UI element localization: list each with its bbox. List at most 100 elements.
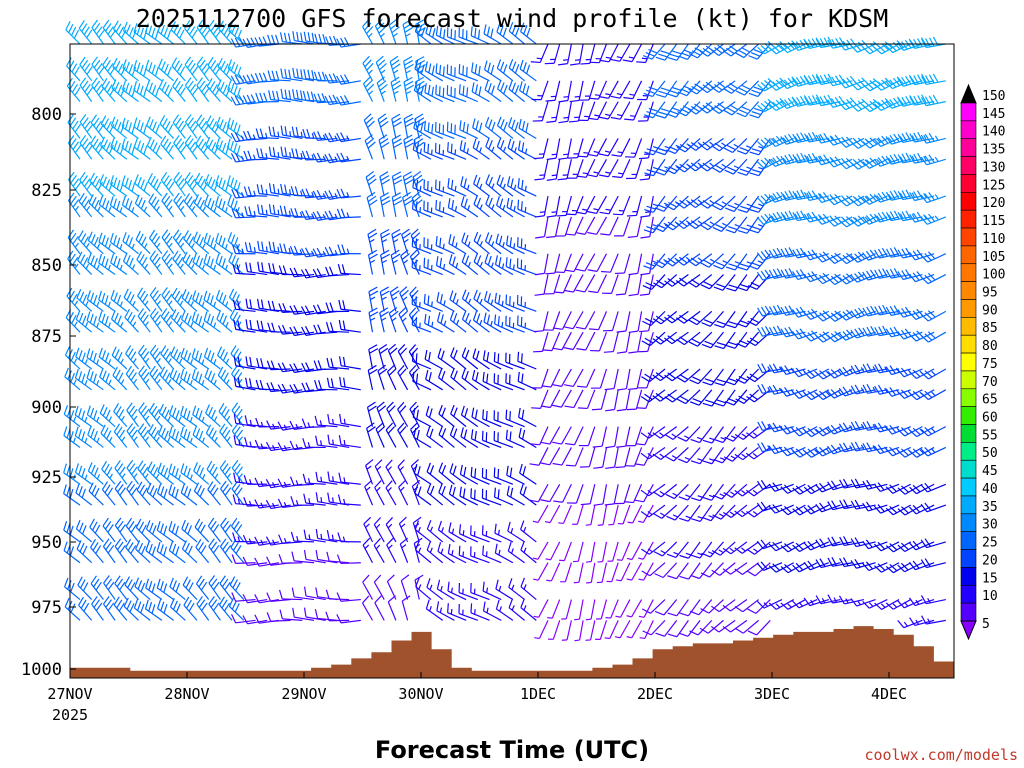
barb-feather (405, 142, 414, 149)
barb-feather (93, 467, 99, 477)
wind-barb (470, 466, 490, 485)
barb-feather (72, 256, 79, 266)
barb-half-feather (593, 208, 599, 211)
wind-barb (483, 24, 502, 45)
barb-feather (580, 62, 590, 65)
barb-feather (207, 176, 213, 186)
barb-shaft (168, 472, 186, 485)
barb-feather (159, 523, 164, 533)
barb-shaft (340, 137, 361, 143)
wind-barb (303, 69, 326, 82)
barb-feather (128, 463, 136, 472)
wind-barb (268, 262, 291, 276)
wind-barb (380, 249, 390, 275)
barb-half-feather (271, 539, 276, 545)
wind-barb (98, 311, 116, 333)
barb-feather (172, 580, 177, 590)
barb-feather (426, 520, 432, 530)
barb-half-feather (486, 607, 489, 614)
barb-shaft (634, 138, 643, 158)
barb-feather (133, 117, 138, 127)
barb-feather (640, 272, 650, 276)
barb-feather (277, 421, 284, 431)
barb-feather (225, 87, 231, 97)
barb-feather (460, 176, 464, 186)
barb-feather (403, 22, 413, 29)
barb-feather (235, 545, 242, 554)
barb-half-feather (381, 239, 388, 243)
barb-half-feather (109, 473, 113, 479)
barb-shaft (438, 377, 455, 391)
barb-shaft (662, 541, 678, 557)
barb-shaft (664, 80, 678, 98)
wind-barb (101, 78, 116, 103)
barb-feather (198, 410, 203, 420)
wind-barb (652, 446, 678, 460)
barb-half-feather (387, 523, 393, 529)
barb-feather (526, 64, 531, 74)
barb-feather (414, 113, 424, 120)
wind-barb (161, 192, 175, 218)
barb-feather (628, 272, 638, 276)
barb-shaft (436, 265, 455, 276)
barb-feather (95, 141, 102, 151)
barb-shaft (631, 541, 643, 560)
barb-feather (74, 368, 79, 379)
barb-feather (117, 351, 123, 362)
wind-barb (126, 402, 139, 427)
barb-feather (75, 483, 80, 493)
barb-half-feather (501, 300, 504, 307)
wind-barb (256, 184, 279, 197)
barb-shaft (599, 620, 608, 640)
barb-feather (193, 462, 198, 472)
barb-feather (172, 407, 177, 417)
barb-shaft (473, 183, 490, 197)
barb-shaft (282, 426, 303, 431)
barb-shaft (121, 147, 139, 160)
barb-feather (183, 486, 189, 496)
wind-barb (519, 81, 537, 103)
barb-feather (410, 347, 419, 356)
barb-feather (655, 335, 665, 343)
wind-barb (652, 310, 678, 325)
barb-half-feather (248, 538, 252, 544)
barb-shaft (590, 541, 596, 562)
barb-feather (81, 352, 86, 362)
barb-half-feather (131, 264, 136, 270)
barb-feather (231, 517, 238, 527)
barb-feather (101, 460, 107, 470)
wind-barb (447, 581, 467, 601)
barb-feather (174, 468, 179, 478)
barb-shaft (459, 554, 479, 564)
wind-barb (169, 367, 186, 391)
barb-shaft (91, 603, 104, 621)
barb-half-feather (189, 416, 193, 423)
wind-barb (88, 194, 104, 218)
barb-feather (158, 425, 163, 435)
barb-feather (164, 121, 171, 130)
barb-feather (369, 311, 379, 317)
barb-shaft (589, 620, 596, 641)
barb-feather (210, 520, 217, 530)
barb-feather (234, 294, 240, 304)
barb-half-feather (168, 321, 173, 327)
barb-shaft (460, 473, 479, 485)
wind-barb (644, 138, 666, 156)
barb-shaft (573, 253, 584, 272)
barb-shaft (203, 299, 221, 312)
barb-shaft (379, 197, 385, 218)
wind-barb (326, 551, 350, 564)
barb-feather (326, 377, 330, 388)
barb-feather (437, 348, 442, 358)
barb-shaft (148, 237, 163, 255)
wind-barb (547, 599, 561, 619)
barb-half-feather (544, 520, 551, 524)
wind-barb (563, 311, 584, 330)
barb-shaft (494, 532, 514, 543)
barb-feather (470, 466, 473, 477)
barb-feather (72, 178, 80, 187)
barb-feather (124, 140, 129, 151)
barb-feather (176, 314, 182, 324)
barb-feather (73, 29, 80, 39)
wind-barb (206, 78, 221, 103)
